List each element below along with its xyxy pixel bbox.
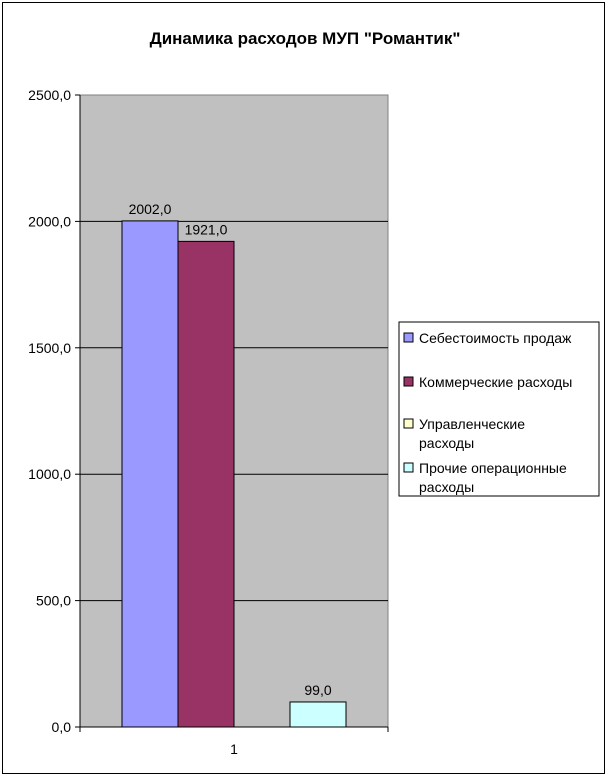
legend-label: Коммерческие расходы xyxy=(419,374,572,390)
legend-box xyxy=(398,321,600,497)
legend-label: расходы xyxy=(419,479,474,495)
y-tick-label: 500,0 xyxy=(36,593,71,609)
y-tick-label: 2500,0 xyxy=(28,87,71,103)
y-tick-label: 1000,0 xyxy=(28,466,71,482)
data-label: 2002,0 xyxy=(129,201,172,217)
legend-swatch xyxy=(403,418,414,429)
legend-label: расходы xyxy=(419,435,474,451)
legend: Себестоимость продаж Коммерческие расходы… xyxy=(398,321,600,497)
x-tick-label: 1 xyxy=(230,741,238,757)
data-label: 1921,0 xyxy=(185,221,228,237)
y-tick-label: 0,0 xyxy=(52,719,72,735)
legend-swatch xyxy=(403,332,414,343)
bar xyxy=(121,220,179,728)
bar xyxy=(177,240,235,728)
legend-label: Прочие операционные xyxy=(419,460,567,476)
legend-label: Управленческие xyxy=(419,416,525,432)
y-tick-label: 1500,0 xyxy=(28,340,71,356)
plot-area: 0,0500,01000,01500,02000,02500,02002,019… xyxy=(28,87,389,757)
data-label: 99,0 xyxy=(304,682,331,698)
legend-swatch xyxy=(403,376,414,387)
chart-title: Динамика расходов МУП "Романтик" xyxy=(150,29,461,48)
bar xyxy=(289,701,347,728)
legend-label: Себестоимость продаж xyxy=(419,330,572,346)
legend-swatch xyxy=(403,462,414,473)
y-tick-label: 2000,0 xyxy=(28,213,71,229)
